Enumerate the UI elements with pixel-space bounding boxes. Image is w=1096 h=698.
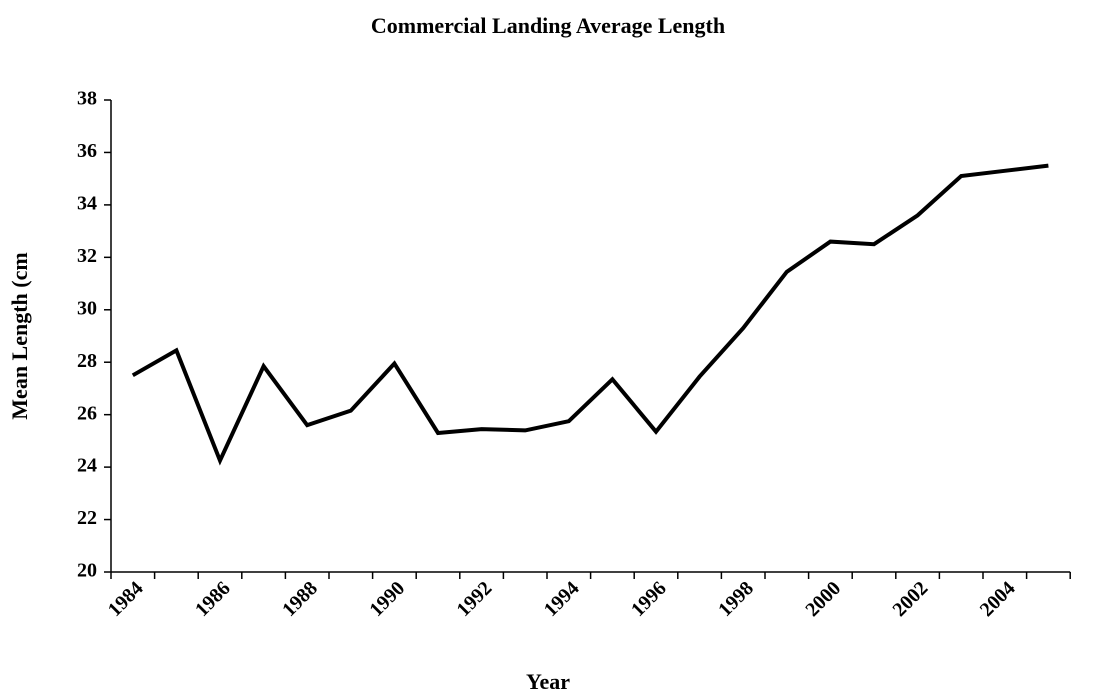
- x-tick-label: 1998: [714, 577, 758, 621]
- y-tick-label: 32: [77, 245, 97, 267]
- x-tick-label: 2004: [976, 577, 1020, 621]
- x-tick-label: 1990: [365, 577, 409, 621]
- y-axis-label: Mean Length (cm: [7, 252, 32, 419]
- data-line: [131, 163, 1049, 466]
- x-tick-label: 2000: [801, 577, 845, 621]
- x-tick-label: 1992: [453, 577, 497, 621]
- y-tick-label: 26: [77, 402, 97, 424]
- x-axis-label: Year: [526, 669, 570, 694]
- x-tick-label: 1988: [278, 577, 322, 621]
- x-tick-label: 1984: [104, 577, 148, 621]
- y-tick-label: 22: [77, 507, 97, 529]
- x-tick-label: 1986: [191, 577, 235, 621]
- y-tick-label: 30: [77, 297, 97, 319]
- x-tick-label: 2002: [889, 577, 933, 621]
- y-tick-label: 24: [77, 455, 97, 477]
- y-tick-label: 36: [77, 140, 97, 162]
- y-tick-label: 20: [77, 560, 97, 582]
- y-tick-label: 34: [77, 192, 97, 214]
- x-tick-label: 1996: [627, 577, 671, 621]
- y-tick-label: 28: [77, 350, 97, 372]
- chart-title: Commercial Landing Average Length: [371, 13, 725, 38]
- x-tick-label: 1994: [540, 577, 584, 621]
- y-tick-label: 38: [77, 88, 97, 110]
